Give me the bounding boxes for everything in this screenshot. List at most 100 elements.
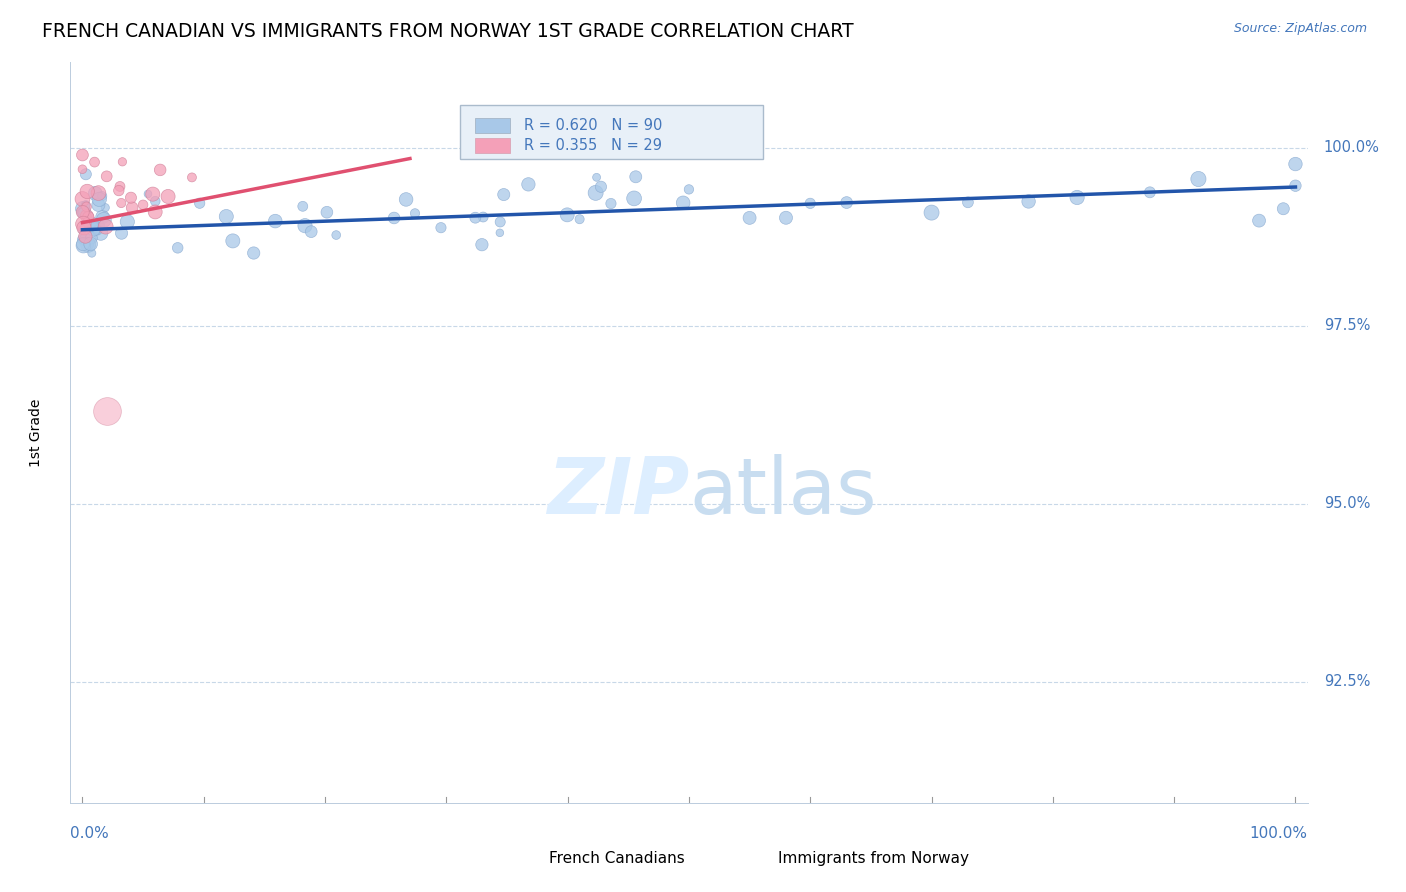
Point (325, 228, 347, 243)
Bar (460, 105, 763, 159)
Point (404, 206, 426, 220)
Point (75, 167, 97, 181)
Point (72, 202, 94, 216)
Point (132, 198, 155, 212)
Bar (498, 850, 534, 866)
Point (166, 241, 188, 255)
Point (83, 221, 105, 235)
Point (84, 186, 107, 201)
Point (624, 169, 647, 184)
Point (291, 199, 314, 213)
Point (430, 220, 453, 235)
Point (120, 191, 142, 205)
Point (464, 211, 486, 225)
Point (188, 196, 211, 211)
Point (835, 195, 858, 210)
Point (108, 179, 131, 194)
Point (76, 209, 98, 223)
Point (678, 182, 700, 196)
Point (242, 246, 264, 260)
Text: 1st Grade: 1st Grade (28, 399, 42, 467)
Text: 97.5%: 97.5% (1323, 318, 1369, 334)
Point (86, 223, 108, 237)
Point (75, 199, 97, 213)
Point (921, 205, 943, 219)
Point (72, 237, 94, 252)
Text: atlas: atlas (689, 454, 876, 530)
Point (181, 170, 204, 185)
Text: Immigrants from Norway: Immigrants from Norway (778, 851, 969, 866)
Point (299, 225, 322, 239)
Point (492, 187, 515, 202)
Point (75, 198, 97, 212)
Point (91, 210, 114, 224)
Point (72, 217, 94, 231)
Point (87, 198, 110, 212)
Point (72, 205, 94, 219)
Point (80, 217, 103, 231)
Point (75, 229, 97, 244)
Point (121, 201, 143, 215)
Point (738, 211, 761, 225)
Point (91, 189, 114, 203)
Point (623, 191, 645, 205)
Point (72, 192, 94, 206)
Point (472, 210, 495, 224)
Point (1247, 213, 1270, 227)
Point (1187, 172, 1209, 186)
Text: R = 0.355   N = 29: R = 0.355 N = 29 (524, 138, 662, 153)
Point (585, 186, 607, 200)
Text: R = 0.620   N = 90: R = 0.620 N = 90 (524, 118, 662, 133)
Point (96, 169, 118, 184)
Text: 92.5%: 92.5% (1323, 674, 1369, 690)
Point (517, 178, 540, 192)
Point (89, 193, 111, 207)
Point (471, 237, 494, 252)
Point (1018, 194, 1040, 209)
Point (600, 196, 623, 211)
Point (87, 186, 110, 200)
Point (555, 208, 578, 222)
Text: 100.0%: 100.0% (1323, 140, 1379, 155)
Text: 95.0%: 95.0% (1323, 496, 1369, 511)
Point (77, 237, 100, 252)
Point (72, 232, 94, 246)
Point (382, 211, 405, 225)
Point (77, 210, 100, 224)
Point (136, 186, 159, 201)
Point (395, 193, 418, 207)
Point (1139, 186, 1161, 200)
Point (76, 200, 98, 214)
Point (73, 220, 96, 235)
Point (76, 210, 98, 224)
Point (72, 148, 94, 162)
Point (143, 194, 166, 209)
Point (489, 226, 512, 240)
Point (72, 222, 94, 236)
Point (1272, 202, 1295, 216)
Point (75, 233, 97, 247)
Point (72, 238, 94, 252)
Point (79, 236, 101, 251)
Point (672, 195, 695, 210)
Point (94, 219, 117, 234)
Point (72, 205, 94, 219)
Bar (725, 850, 763, 866)
Point (589, 179, 612, 194)
Point (489, 215, 512, 229)
Point (215, 210, 238, 224)
Point (142, 187, 165, 202)
Point (117, 215, 139, 229)
Point (294, 219, 316, 233)
Point (111, 154, 134, 169)
Point (568, 212, 591, 227)
Point (80, 231, 103, 245)
Point (264, 214, 287, 228)
Point (77, 238, 100, 252)
Bar (475, 119, 509, 133)
Point (1066, 190, 1088, 204)
Point (956, 195, 979, 210)
Text: 0.0%: 0.0% (70, 827, 110, 841)
Point (90, 226, 112, 240)
Point (1284, 178, 1306, 193)
